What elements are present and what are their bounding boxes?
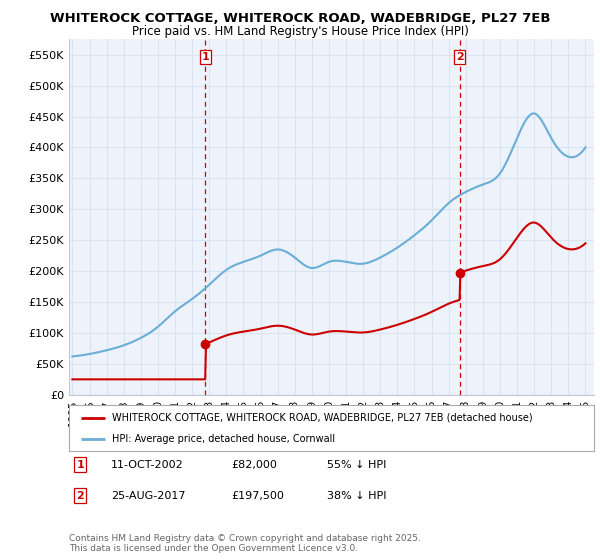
Text: 2: 2 (76, 491, 84, 501)
Text: 2: 2 (456, 52, 463, 62)
Text: 55% ↓ HPI: 55% ↓ HPI (327, 460, 386, 470)
Text: HPI: Average price, detached house, Cornwall: HPI: Average price, detached house, Corn… (112, 435, 335, 444)
Text: 11-OCT-2002: 11-OCT-2002 (111, 460, 184, 470)
Text: 1: 1 (202, 52, 209, 62)
Text: £197,500: £197,500 (231, 491, 284, 501)
Text: WHITEROCK COTTAGE, WHITEROCK ROAD, WADEBRIDGE, PL27 7EB: WHITEROCK COTTAGE, WHITEROCK ROAD, WADEB… (50, 12, 550, 25)
Text: 38% ↓ HPI: 38% ↓ HPI (327, 491, 386, 501)
Text: 25-AUG-2017: 25-AUG-2017 (111, 491, 185, 501)
Text: Price paid vs. HM Land Registry's House Price Index (HPI): Price paid vs. HM Land Registry's House … (131, 25, 469, 38)
Text: WHITEROCK COTTAGE, WHITEROCK ROAD, WADEBRIDGE, PL27 7EB (detached house): WHITEROCK COTTAGE, WHITEROCK ROAD, WADEB… (112, 413, 533, 423)
Text: £82,000: £82,000 (231, 460, 277, 470)
Text: 1: 1 (76, 460, 84, 470)
Text: Contains HM Land Registry data © Crown copyright and database right 2025.
This d: Contains HM Land Registry data © Crown c… (69, 534, 421, 553)
